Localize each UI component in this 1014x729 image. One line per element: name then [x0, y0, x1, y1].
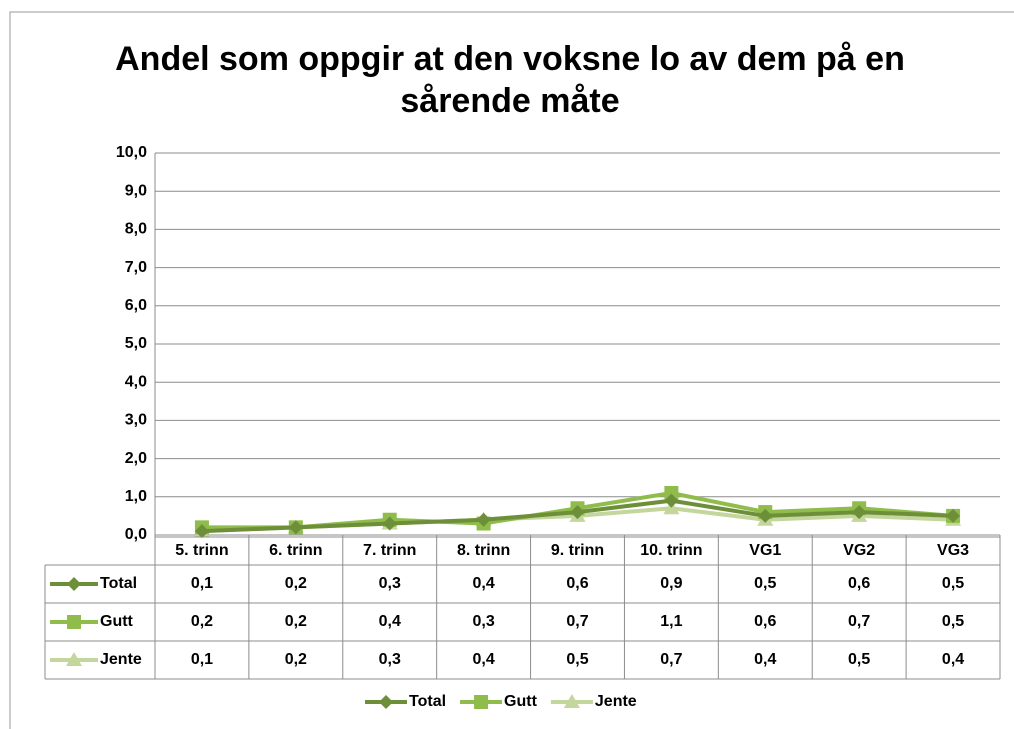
table-value: 0,3 [472, 613, 494, 630]
table-value: 0,4 [472, 575, 494, 592]
y-tick-label: 0,0 [125, 526, 147, 543]
table-value: 0,5 [848, 651, 870, 668]
y-tick-label: 2,0 [125, 450, 147, 467]
data-point [946, 508, 961, 523]
table-series-name: Jente [100, 651, 142, 668]
table-value: 0,4 [472, 651, 494, 668]
table-value: 0,5 [942, 575, 964, 592]
table-series-name: Gutt [100, 613, 134, 630]
y-tick-label: 1,0 [125, 488, 147, 505]
legend-label: Total [409, 693, 446, 710]
chart-border [9, 11, 1014, 729]
y-tick-label: 10,0 [116, 144, 147, 161]
x-tick-label: 7. trinn [363, 542, 416, 559]
table-value: 0,9 [660, 575, 682, 592]
table-value: 0,4 [754, 651, 776, 668]
x-tick-label: 5. trinn [175, 542, 228, 559]
table-value: 0,1 [191, 575, 213, 592]
table-value: 0,3 [379, 575, 401, 592]
table-value: 0,2 [285, 651, 307, 668]
legend-label: Gutt [504, 693, 538, 710]
x-tick-label: VG3 [937, 542, 969, 559]
table-value: 0,7 [660, 651, 682, 668]
data-point [664, 493, 679, 508]
x-tick-label: VG2 [843, 542, 875, 559]
x-tick-label: VG1 [749, 542, 781, 559]
y-tick-label: 9,0 [125, 182, 147, 199]
data-point [288, 520, 303, 535]
data-point [194, 524, 209, 539]
chart-title: Andel som oppgir at den voksne lo av dem… [115, 40, 905, 120]
data-point [758, 508, 773, 523]
x-tick-label: 10. trinn [640, 542, 702, 559]
table-value: 0,5 [942, 613, 964, 630]
table-value: 1,1 [660, 613, 682, 630]
y-tick-label: 7,0 [125, 259, 147, 276]
table-value: 0,4 [942, 651, 964, 668]
data-point [476, 512, 491, 527]
x-tick-label: 8. trinn [457, 542, 510, 559]
table-value: 0,4 [379, 613, 401, 630]
data-point [382, 516, 397, 531]
table-value: 0,3 [379, 651, 401, 668]
table-value: 0,6 [848, 575, 870, 592]
legend-label: Jente [595, 693, 637, 710]
legend-key-marker [67, 577, 81, 591]
data-point [664, 485, 679, 500]
y-tick-label: 6,0 [125, 297, 147, 314]
table-value: 0,2 [285, 575, 307, 592]
table-value: 0,7 [566, 613, 588, 630]
data-point [570, 505, 585, 520]
legend-key-marker [66, 652, 82, 666]
table-value: 0,2 [285, 613, 307, 630]
table-value: 0,6 [566, 575, 588, 592]
legend-key-marker [67, 615, 81, 629]
legend-key-marker [379, 695, 393, 709]
y-tick-label: 4,0 [125, 373, 147, 390]
table-value: 0,7 [848, 613, 870, 630]
table-value: 0,5 [566, 651, 588, 668]
y-tick-label: 5,0 [125, 335, 147, 352]
y-tick-label: 3,0 [125, 412, 147, 429]
table-value: 0,1 [191, 651, 213, 668]
table-value: 0,5 [754, 575, 776, 592]
table-series-name: Total [100, 575, 137, 592]
data-point [852, 505, 867, 520]
x-tick-label: 6. trinn [269, 542, 322, 559]
legend-key-marker [563, 694, 580, 708]
y-tick-label: 8,0 [125, 221, 147, 238]
x-tick-label: 9. trinn [551, 542, 604, 559]
table-value: 0,2 [191, 613, 213, 630]
table-value: 0,6 [754, 613, 776, 630]
legend-key-marker [474, 695, 489, 709]
